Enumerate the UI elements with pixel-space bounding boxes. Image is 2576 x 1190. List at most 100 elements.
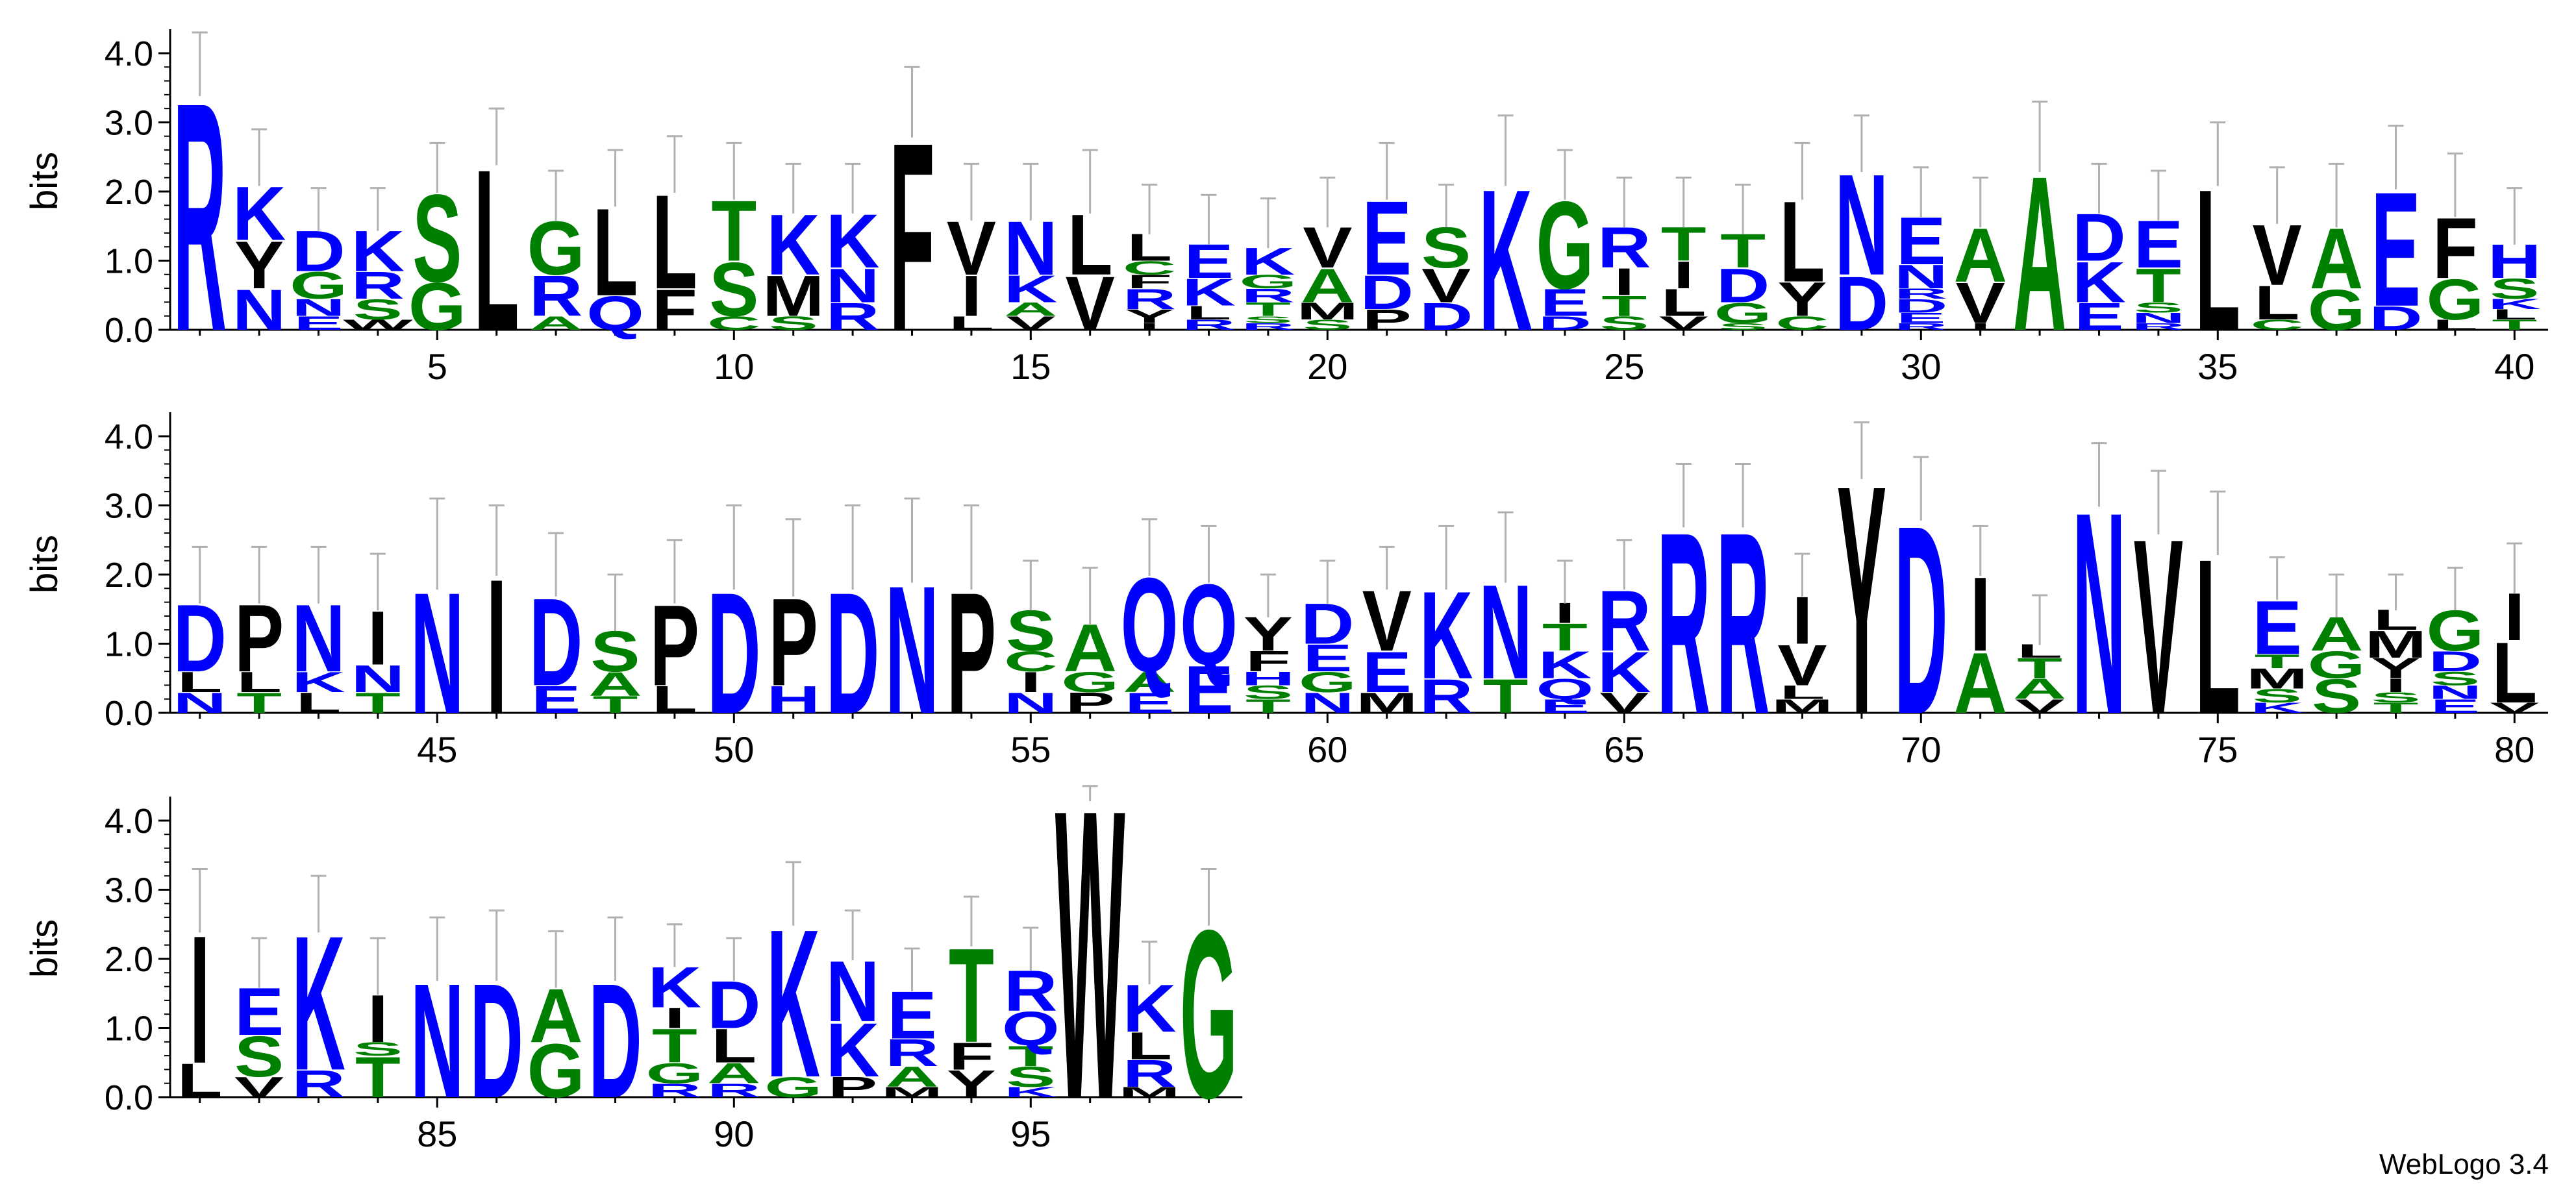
logo-letter: A (2013, 673, 2067, 705)
y-tick-label: 2.0 (105, 940, 153, 979)
logo-letter: R (1242, 321, 1295, 332)
x-tick-label: 70 (1901, 729, 1941, 770)
logo-letter: E (1540, 282, 1590, 325)
logo-letter: K (2072, 250, 2126, 315)
x-tick-label: 65 (1604, 729, 1644, 770)
logo-letter: G (2426, 267, 2484, 332)
logo-column-1: R (173, 31, 227, 400)
logo-letter: S (353, 1038, 403, 1060)
logo-column-24: DEG (1536, 149, 1594, 334)
logo-letter: V (2015, 695, 2065, 717)
logo-letter: N (292, 294, 345, 321)
logo-column-37: GA (2308, 162, 2366, 342)
y-tick-label: 4.0 (105, 802, 153, 841)
logo-letter: I (1020, 667, 1041, 699)
logo-letter: Q (1536, 673, 1594, 705)
y-tick-label: 0.0 (105, 694, 153, 733)
logo-letter: T (1245, 695, 1291, 717)
logo-letter: L (2492, 306, 2537, 323)
logo-letter: V (1659, 312, 1709, 334)
logo-letter: M (2365, 623, 2427, 666)
logo-column-21: PDE (1360, 142, 1414, 336)
logo-column-12: RNK (826, 162, 879, 338)
logo-column-51: HP (766, 518, 820, 721)
logo-letter: S (1599, 312, 1649, 334)
logo-letter: R (1419, 670, 1473, 723)
weblogo-version-label: WebLogo 3.4 (2379, 1148, 2549, 1180)
y-axis-label: bits (23, 919, 66, 978)
logo-letter: T (2373, 700, 2419, 716)
logo-letter: A (1123, 667, 1177, 699)
logo-letter: Y (947, 1063, 996, 1106)
logo-letter: I (1970, 321, 1991, 332)
logo-column-85: N (410, 916, 464, 1132)
y-axis-label: bits (23, 152, 66, 210)
logo-column-56: PGA (1061, 566, 1119, 719)
logo-letter: K (1004, 268, 1058, 311)
logo-column-54: P (947, 504, 996, 750)
logo-column-5: GS (408, 142, 466, 345)
logo-column-66: R (1657, 463, 1710, 769)
logo-letter: T (236, 688, 282, 719)
logo-letter: K (1004, 1084, 1057, 1100)
x-tick-label: 35 (2197, 346, 2238, 387)
logo-column-11: SMK (762, 162, 824, 334)
logo-column-43: LKN (292, 545, 345, 719)
logo-column-39: LGF (2426, 152, 2484, 333)
x-tick-label: 60 (1307, 729, 1347, 770)
logo-letter: R (1123, 284, 1177, 316)
logo-letter: M (762, 264, 824, 328)
logo-letter: P (1066, 688, 1115, 719)
logo-column-14: LIV (947, 162, 996, 334)
logo-letter: E (531, 678, 581, 721)
x-tick-label: 80 (2494, 729, 2534, 770)
logo-column-50: D (707, 504, 761, 750)
logo-letter: T (1483, 670, 1529, 723)
logo-letter: K (2250, 700, 2303, 716)
logo-column-28: CYL (1775, 142, 1829, 334)
logo-column-48: TAS (588, 573, 642, 718)
logo-column-47: ED (529, 532, 582, 721)
logo-letter: F (1245, 646, 1291, 678)
logo-letter: S (2371, 689, 2420, 706)
logo-letter: Y (1777, 273, 1827, 327)
logo-letter: T (1245, 299, 1291, 320)
logo-letter: I (1673, 254, 1694, 297)
logo-letter: P (1362, 304, 1412, 336)
logo-letter: C (1123, 257, 1177, 279)
y-tick-label: 2.0 (105, 556, 153, 595)
logo-letter: V (234, 1072, 284, 1104)
logo-letter: N (173, 688, 227, 719)
logo-letter: P (828, 1072, 877, 1104)
logo-letter: K (1182, 271, 1236, 314)
logo-letter: R (707, 1080, 761, 1101)
x-tick-label: 95 (1010, 1113, 1051, 1154)
logo-letter: V (1956, 271, 2005, 336)
logo-letter: D (1538, 312, 1592, 334)
logo-letter: S (2490, 273, 2539, 305)
logo-column-67: R (1716, 463, 1769, 769)
logo-letter: S (1303, 317, 1352, 333)
y-tick-label: 1.0 (105, 242, 153, 280)
logo-letter: L (2255, 277, 2300, 330)
logo-letter: G (1061, 667, 1119, 699)
logo-letter: L (236, 667, 282, 699)
logo-letter: A (529, 312, 583, 334)
logo-column-22: DVS (1419, 183, 1473, 338)
logo-column-98: G (1180, 868, 1238, 1149)
logo-letter: G (1714, 297, 1772, 329)
logo-column-70: D (1894, 456, 1948, 771)
logo-letter: L (2492, 625, 2537, 721)
logo-column-7: ARG (527, 169, 585, 334)
logo-letter: C (1775, 312, 1829, 334)
logo-column-92: PKN (826, 909, 879, 1104)
